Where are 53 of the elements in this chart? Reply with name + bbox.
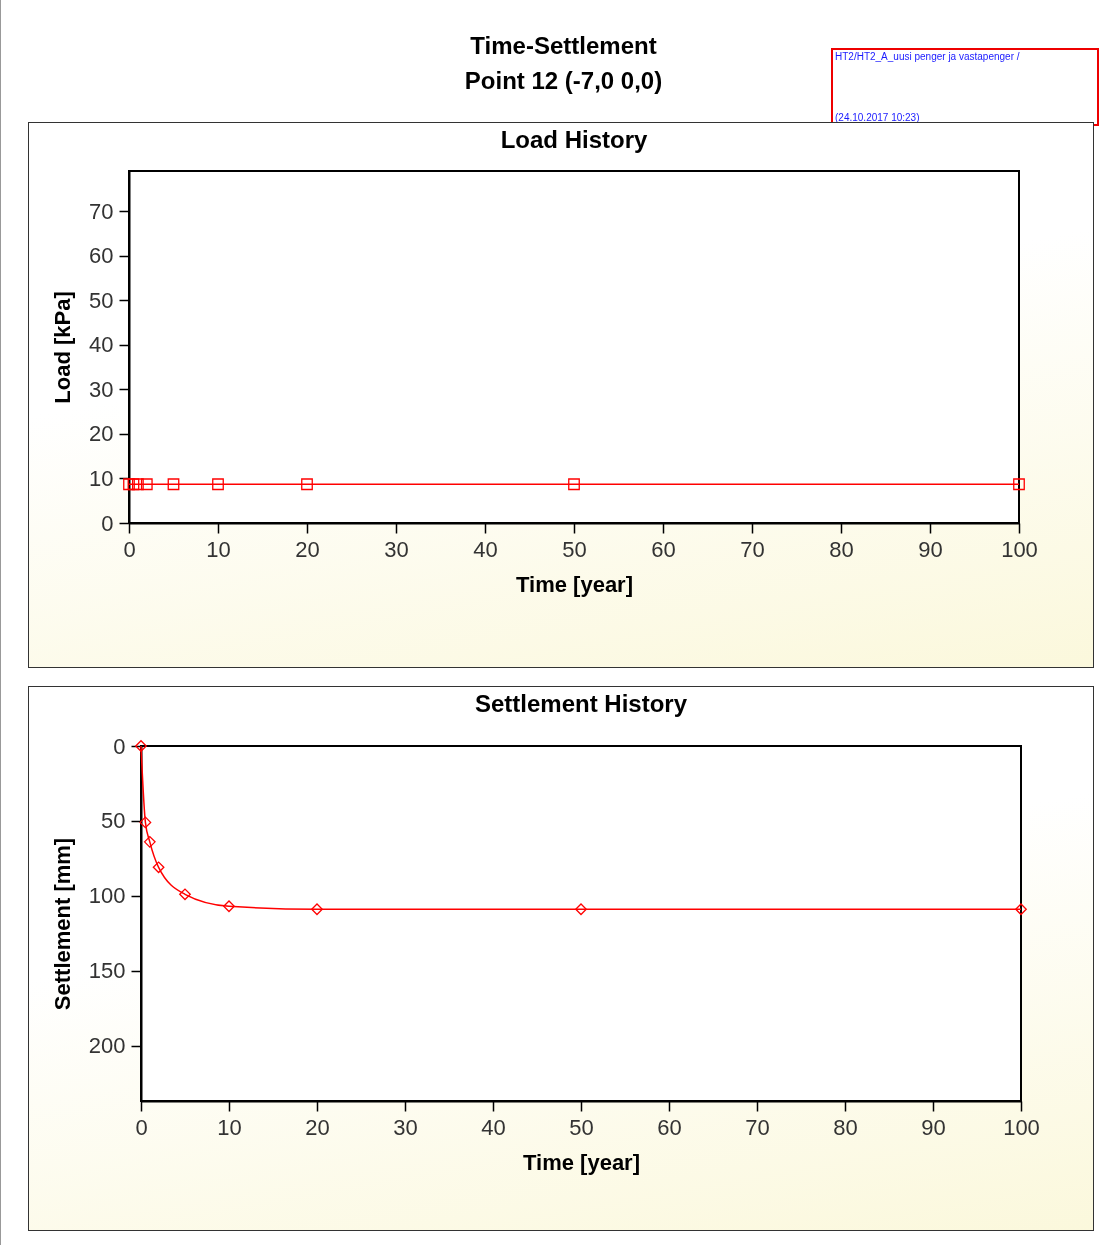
point [575, 903, 587, 916]
point [152, 861, 165, 874]
text: Point 12 (-7,0 0,0) [463, 66, 664, 96]
y-axis-title: Load [kPa] [50, 291, 76, 404]
text: (24.10.2017 10:23) [835, 112, 921, 123]
x-tick-label: 90 [918, 536, 943, 562]
x-tick-label: 50 [569, 1114, 594, 1140]
x-tick-label: 20 [295, 536, 320, 562]
point [179, 888, 191, 901]
point [223, 900, 235, 913]
y-tick-label: 10 [89, 465, 114, 491]
x-tick-label: 60 [657, 1114, 682, 1140]
y-tick-label: 70 [89, 198, 114, 224]
y-tick-label: 0 [101, 510, 114, 536]
x-tick-label: 30 [393, 1114, 418, 1140]
x-tick-label: 10 [217, 1114, 242, 1140]
point [143, 835, 156, 848]
x-tick-label: 100 [1001, 536, 1038, 562]
y-tick-label: 60 [89, 243, 114, 269]
x-axis-title: Time [year] [516, 571, 633, 597]
y-tick-label: 30 [89, 376, 114, 402]
x-tick-label: 80 [829, 536, 854, 562]
y-tick-label: 40 [89, 332, 114, 358]
chart-title: Load History [500, 126, 648, 153]
point [139, 816, 152, 829]
x-tick-label: 70 [745, 1114, 770, 1140]
x-tick-label: 70 [740, 536, 765, 562]
chart-title: Settlement History [474, 690, 688, 717]
x-tick-label: 40 [481, 1114, 506, 1140]
text: Time-Settlement [470, 32, 657, 59]
text: HT2/HT2_A_uusi penger ja vastapenger / [835, 51, 1021, 62]
x-tick-label: 90 [921, 1114, 946, 1140]
y-tick-label: 50 [89, 287, 114, 313]
x-tick-label: 100 [1003, 1114, 1040, 1140]
y-tick-label: 50 [101, 808, 126, 834]
x-tick-label: 60 [651, 536, 676, 562]
x-tick-label: 20 [305, 1114, 330, 1140]
y-tick-label: 20 [89, 421, 114, 447]
x-tick-label: 0 [135, 1114, 148, 1140]
x-tick-label: 50 [562, 536, 587, 562]
y-tick-label: 100 [88, 883, 126, 909]
point [135, 740, 147, 752]
x-tick-label: 10 [206, 536, 231, 562]
y-tick-label: 150 [88, 958, 126, 984]
y-tick-label: 200 [88, 1033, 126, 1059]
x-tick-label: 80 [833, 1114, 858, 1140]
x-tick-label: 40 [473, 536, 498, 562]
x-axis-title: Time [year] [523, 1149, 640, 1175]
y-tick-label: 0 [113, 733, 126, 759]
y-axis-title: Settlement [mm] [49, 837, 75, 1011]
point [1015, 903, 1027, 916]
x-tick-label: 30 [384, 536, 409, 562]
point [311, 903, 323, 916]
